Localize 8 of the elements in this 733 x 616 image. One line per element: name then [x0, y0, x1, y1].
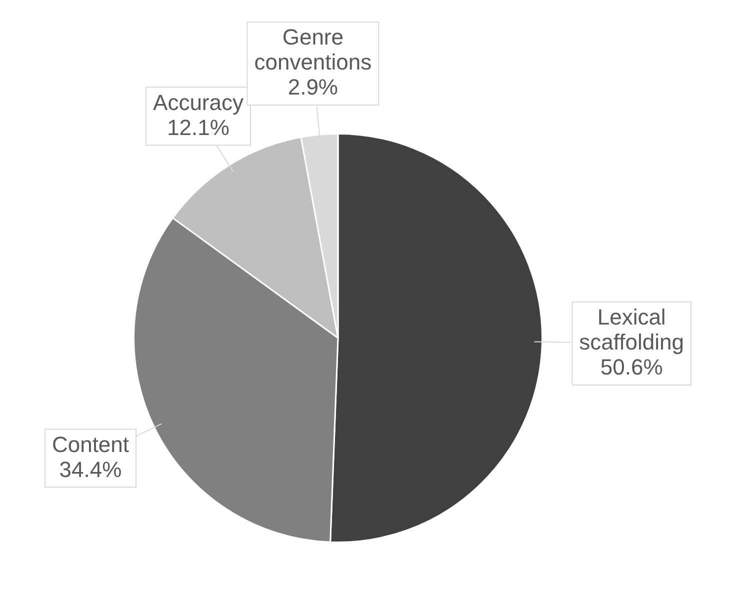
- data-label: 50.6%: [600, 354, 663, 380]
- data-label: 12.1%: [167, 114, 230, 140]
- slice-label: Genre conventions: [254, 24, 372, 75]
- slice-label: Accuracy: [153, 90, 244, 115]
- slice-label: Content: [52, 432, 130, 457]
- data-label: 34.4%: [59, 456, 122, 482]
- data-label: 2.9%: [288, 74, 338, 100]
- slice-label: Lexical scaffolding: [579, 304, 684, 355]
